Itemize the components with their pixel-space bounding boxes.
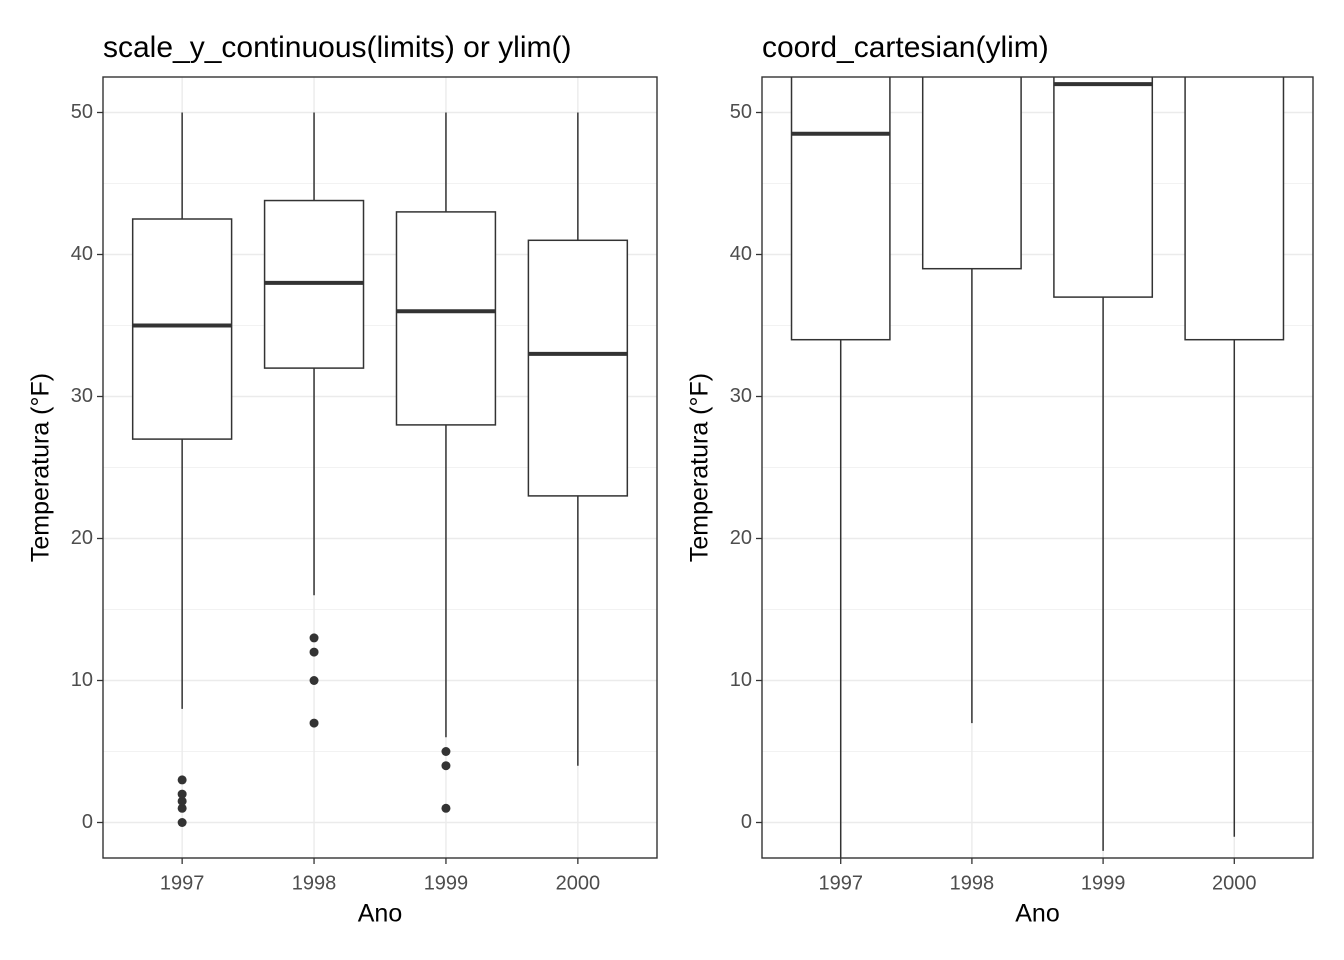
y-tick-label: 50 (730, 101, 752, 123)
outlier (309, 718, 319, 728)
y-tick-label: 20 (71, 527, 93, 549)
box (395, 211, 497, 426)
y-tick-label: 40 (730, 243, 752, 265)
outlier (309, 633, 319, 643)
y-tick-label: 40 (71, 243, 93, 265)
outlier (177, 789, 187, 799)
panel-border (761, 76, 1314, 859)
x-tick-label: 1999 (1081, 872, 1126, 894)
box (1184, 77, 1285, 341)
y-tick-label: 20 (730, 527, 752, 549)
outlier (441, 761, 451, 771)
outlier (441, 747, 451, 756)
y-tick-label: 0 (741, 811, 752, 833)
chart-title: coord_cartesian(ylim) (762, 31, 1049, 64)
box (131, 218, 233, 440)
outlier (309, 676, 319, 685)
y-tick-label: 30 (71, 385, 93, 407)
x-tick-label: 1998 (292, 872, 337, 894)
outlier (441, 803, 451, 813)
x-tick-label: 1997 (160, 872, 205, 894)
outlier (177, 796, 187, 806)
outlier (177, 803, 187, 813)
panel-border (102, 76, 658, 859)
x-tick-label: 1997 (818, 872, 863, 894)
box (790, 77, 891, 341)
x-axis-label: Ano (1015, 900, 1059, 928)
y-tick-label: 30 (730, 385, 752, 407)
panel (762, 77, 1313, 858)
y-axis-label: Temperatura (°F) (27, 373, 55, 562)
x-tick-label: 2000 (556, 872, 601, 894)
outlier (177, 775, 187, 785)
outlier (177, 818, 187, 827)
box (1053, 77, 1154, 298)
y-tick-label: 50 (71, 101, 93, 123)
box (921, 77, 1022, 270)
y-tick-label: 10 (730, 669, 752, 691)
x-tick-label: 1999 (424, 872, 469, 894)
x-tick-label: 1998 (950, 872, 995, 894)
y-axis-label: Temperatura (°F) (686, 373, 714, 562)
box (527, 239, 629, 497)
panel (103, 77, 657, 858)
outlier (309, 647, 319, 657)
x-axis-label: Ano (358, 900, 402, 928)
chart-title: scale_y_continuous(limits) or ylim() (103, 31, 571, 64)
y-tick-label: 0 (82, 811, 93, 833)
x-tick-label: 2000 (1212, 872, 1257, 894)
y-tick-label: 10 (71, 669, 93, 691)
